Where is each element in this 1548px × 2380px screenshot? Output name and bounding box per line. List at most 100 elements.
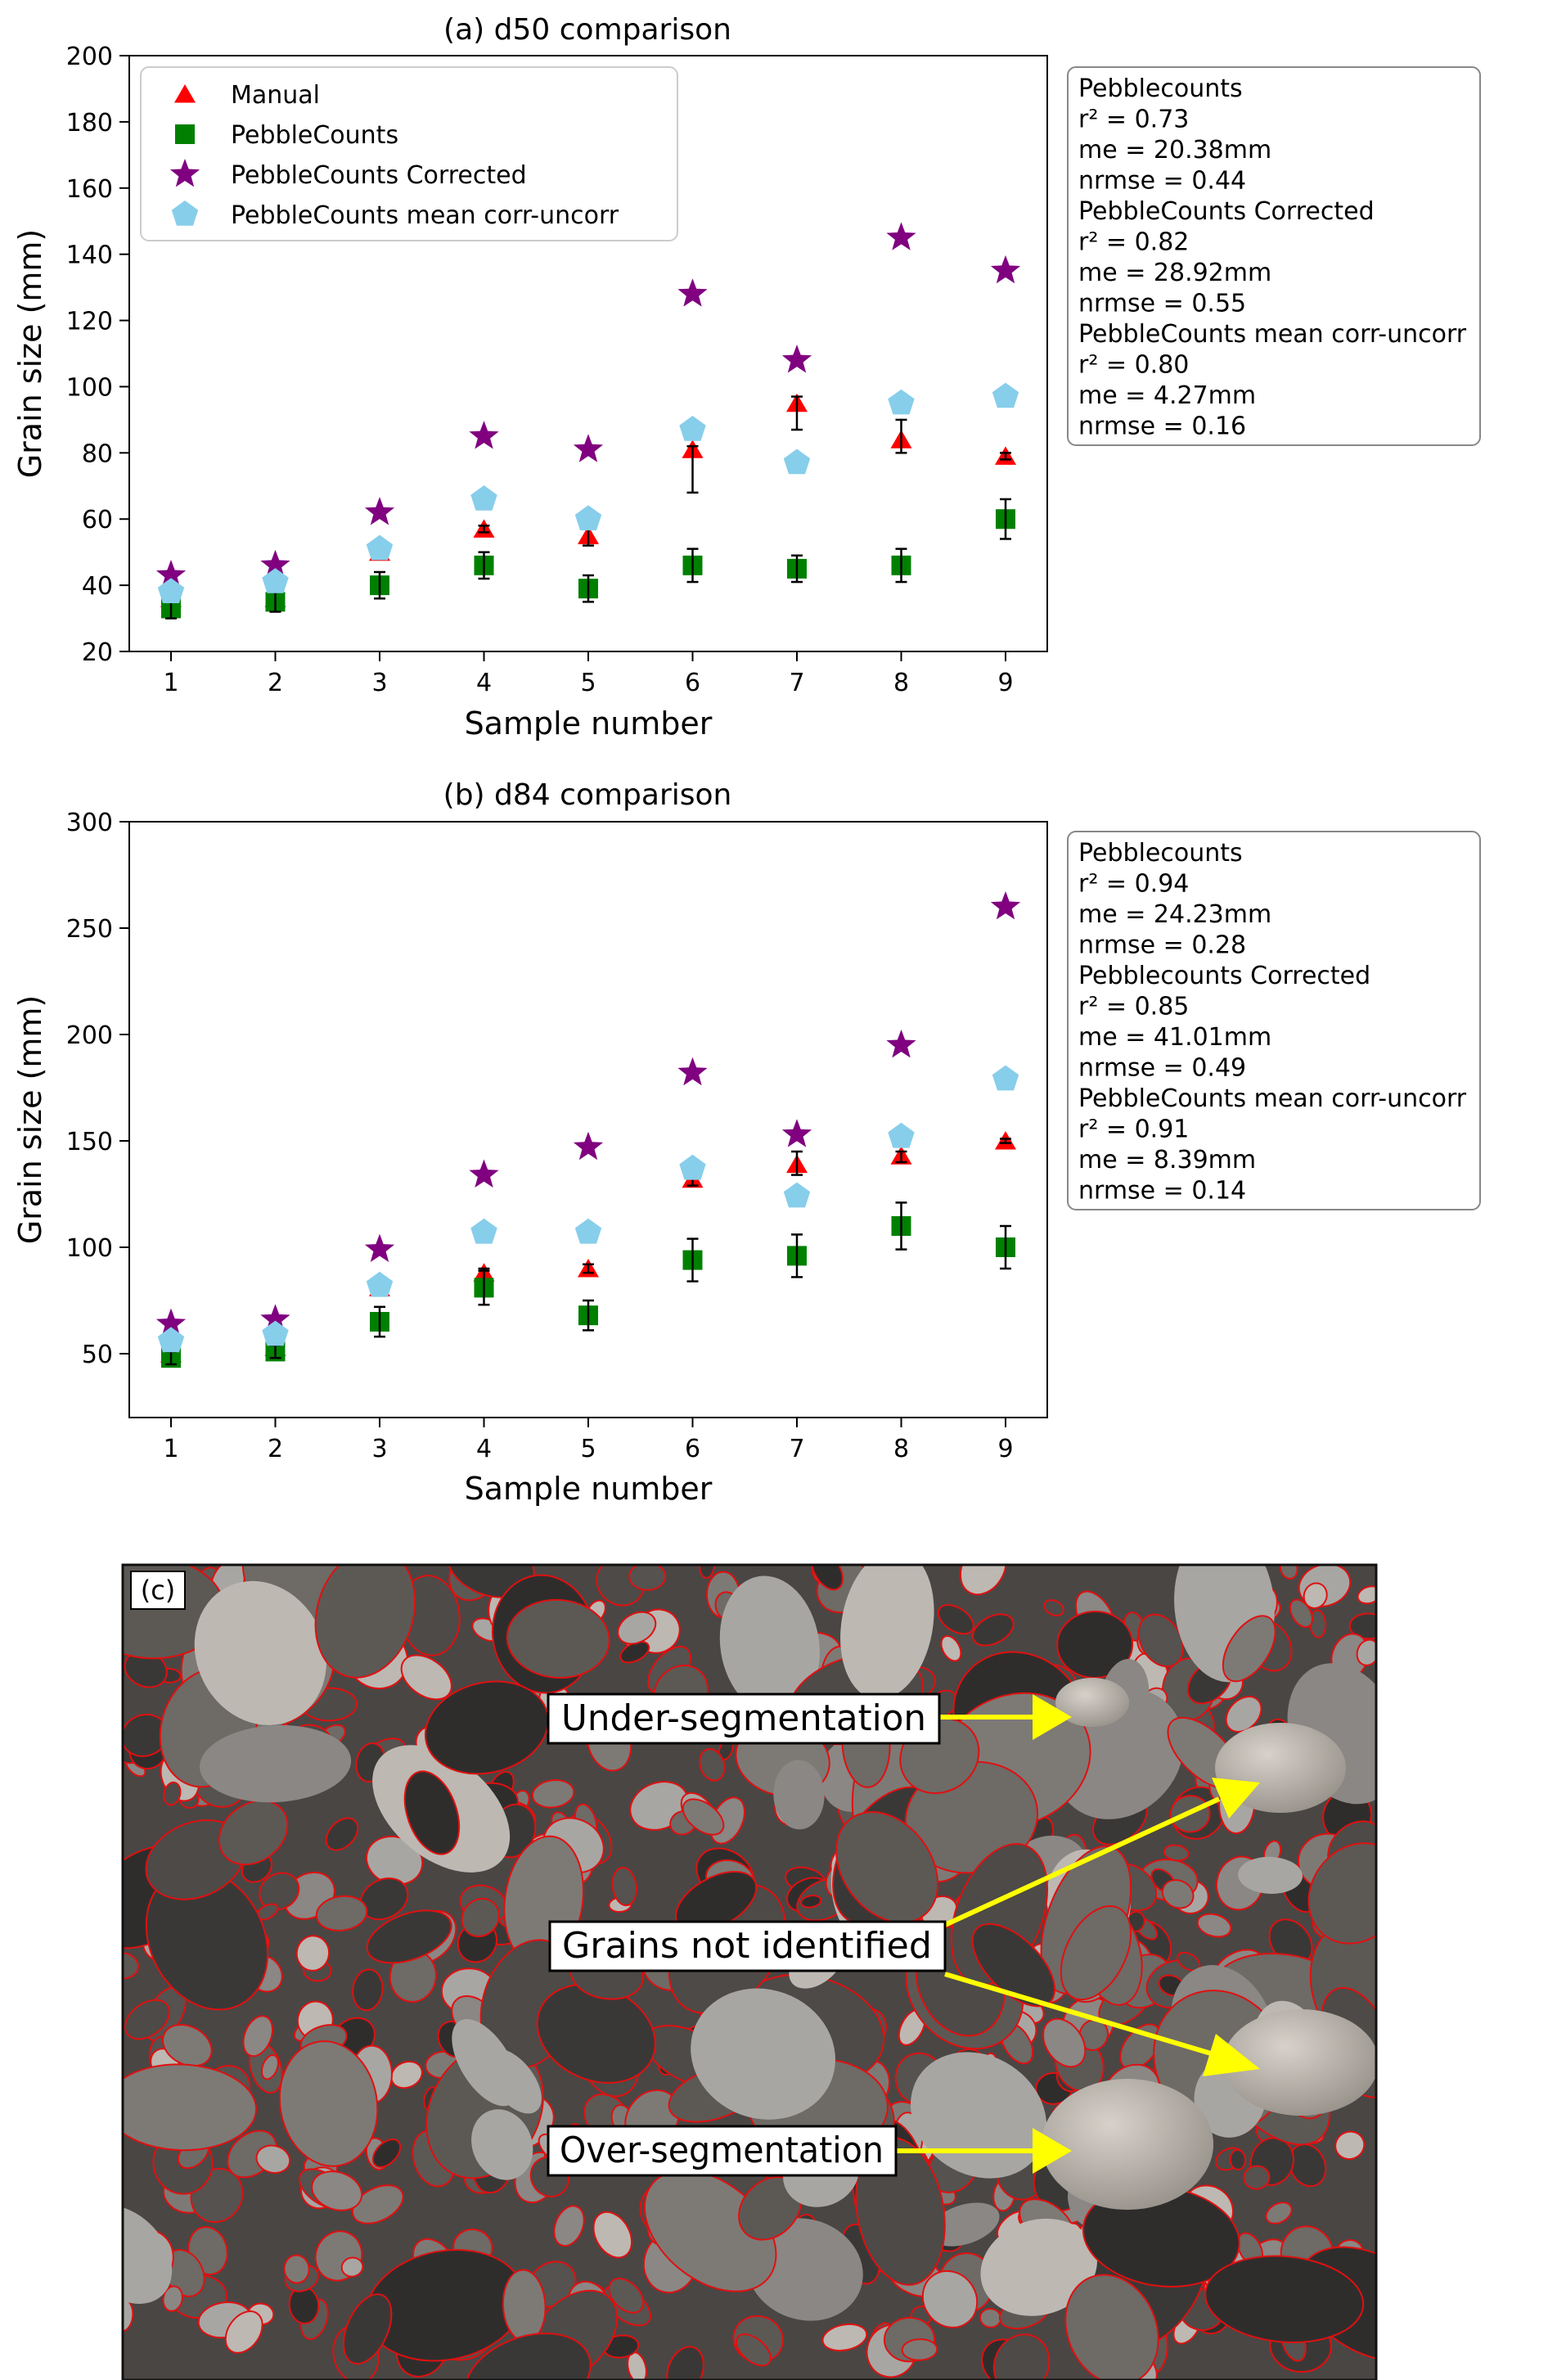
panel-c-label-text: (c) — [141, 1575, 176, 1606]
y-tick-label: 40 — [82, 572, 113, 601]
data-point — [573, 434, 604, 462]
pebble — [162, 2024, 213, 2067]
pebble — [821, 2323, 868, 2352]
y-tick-label: 180 — [66, 109, 113, 137]
error-bar — [583, 574, 594, 603]
data-point — [155, 1308, 187, 1336]
stats-line: PebbleCounts mean corr-uncorr — [1078, 1084, 1467, 1113]
stats-line: me = 24.23mm — [1078, 900, 1271, 929]
error-bar — [583, 1263, 594, 1274]
y-tick-label: 200 — [66, 1021, 113, 1050]
pebble — [1288, 2143, 1327, 2188]
stats-line: me = 28.92mm — [1078, 259, 1271, 287]
pebble — [1238, 1856, 1303, 1894]
chart-b-title: (b) d84 comparison — [443, 778, 732, 812]
pebble — [163, 1781, 182, 1806]
y-tick-label: 80 — [82, 439, 113, 468]
legend-label: PebbleCounts — [231, 121, 398, 150]
pebble — [1303, 1582, 1328, 1609]
stats-line: nrmse = 0.28 — [1078, 931, 1246, 960]
legend-item: Manual — [174, 81, 320, 110]
pebble — [691, 1988, 835, 2120]
error-bar — [895, 418, 907, 454]
annotation-arrows — [896, 1694, 1260, 2174]
pebble — [592, 2211, 633, 2259]
pebble — [736, 2333, 772, 2367]
pebble-shading — [1223, 2009, 1376, 2116]
chart-a-legend: Manual PebbleCounts PebbleCounts Corrected… — [140, 66, 678, 241]
pebble — [343, 2293, 393, 2365]
data-point — [781, 1119, 812, 1147]
series-pebblecounts-corrected — [155, 222, 1021, 588]
y-tick-label: 60 — [82, 506, 113, 534]
error-bar — [1000, 452, 1011, 461]
error-bar — [895, 548, 907, 584]
pebble — [242, 2015, 274, 2058]
error-bar — [478, 525, 490, 534]
pebble — [800, 1895, 822, 1909]
stats-line: PebbleCounts mean corr-uncorr — [1078, 320, 1467, 349]
data-point — [990, 891, 1021, 920]
y-tick-label: 100 — [66, 1234, 113, 1263]
series-pebblecounts — [161, 1201, 1015, 1368]
data-point — [364, 497, 395, 525]
error-bar — [478, 1269, 490, 1306]
stats-line: me = 20.38mm — [1078, 136, 1271, 165]
stats-line: nrmse = 0.55 — [1078, 290, 1246, 318]
pebble — [628, 1565, 667, 1591]
arrow-head — [1212, 1778, 1260, 1819]
y-tick-label: 20 — [82, 638, 113, 667]
pebble — [666, 2346, 704, 2380]
pebble — [1137, 1613, 1184, 1668]
y-tick-label: 160 — [66, 175, 113, 204]
pebble — [746, 2218, 863, 2321]
stats-line: r² = 0.82 — [1078, 228, 1189, 257]
pebble — [1229, 2148, 1246, 2170]
x-tick-label: 2 — [268, 669, 283, 697]
data-point — [469, 421, 499, 449]
x-tick-label: 4 — [476, 669, 492, 697]
panel-c-label: (c) — [130, 1571, 186, 1610]
pebble — [682, 1798, 725, 1836]
x-tick-label: 6 — [685, 1435, 700, 1463]
pebble — [1064, 2274, 1159, 2380]
pebble — [811, 1565, 844, 1591]
pebble — [1043, 1599, 1064, 1616]
pebble-segmentation-photo: (c) Under-segmentation Grains not identi… — [121, 1563, 1378, 2380]
pebble — [1204, 2255, 1365, 2344]
d84-chart: (b) d84 comparison 1 2 3 4 5 6 7 8 9 50 100 150 200 2… — [12, 778, 1481, 1507]
stats-box-frame — [1067, 66, 1481, 446]
chart-b-x-axis-label: Sample number — [465, 1471, 713, 1507]
pebble — [224, 2310, 263, 2354]
pebble — [1196, 1913, 1232, 1938]
y-tick-label: 200 — [66, 43, 113, 71]
data-point — [574, 505, 602, 530]
stats-line: r² = 0.91 — [1078, 1116, 1189, 1144]
stats-line: Pebblecounts Corrected — [1078, 962, 1370, 990]
error-bar — [1000, 1224, 1011, 1270]
label-grains-not-identified: Grains not identified — [562, 1925, 932, 1967]
x-tick-label: 7 — [789, 1435, 804, 1463]
pebble — [699, 1748, 726, 1782]
x-tick-label: 4 — [476, 1435, 492, 1463]
legend-label: PebbleCounts Corrected — [231, 161, 527, 190]
y-tick-label: 120 — [66, 308, 113, 336]
pebble — [260, 2054, 279, 2080]
stats-line: me = 4.27mm — [1078, 381, 1256, 410]
legend-item: PebbleCounts — [175, 121, 398, 150]
pebble — [1307, 1842, 1376, 1945]
error-bar — [686, 548, 699, 584]
data-point — [157, 1327, 185, 1353]
pebble — [255, 2144, 291, 2174]
pebble — [162, 2285, 183, 2312]
arrow-head — [1033, 1694, 1072, 1740]
error-bar — [478, 551, 490, 580]
pebble — [295, 1935, 331, 1972]
series-pebblecounts-mean-corr-uncorr — [157, 382, 1019, 603]
legend-swatch — [171, 201, 199, 226]
pebble-shading — [1055, 1678, 1129, 1727]
x-tick-label: 1 — [163, 1435, 178, 1463]
stats-line: nrmse = 0.14 — [1078, 1177, 1246, 1206]
